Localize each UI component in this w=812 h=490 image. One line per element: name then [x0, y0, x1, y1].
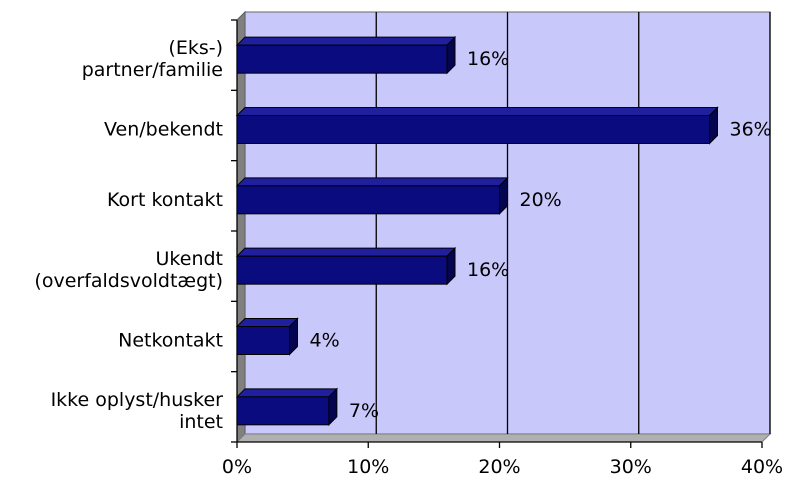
x-tick-label: 40%: [741, 456, 783, 478]
bar-data-label: 7%: [349, 400, 379, 422]
bar: [235, 35, 457, 75]
category-label: (Eks-): [168, 37, 223, 59]
category-label: partner/familie: [82, 59, 223, 81]
bar: [235, 106, 719, 145]
bar-top-face: [235, 107, 719, 116]
bar-front-face: [236, 44, 448, 74]
x-tick-label: 0%: [222, 456, 252, 478]
category-label: Ikke oplyst/husker: [51, 389, 224, 411]
category-label: Ven/bekendt: [104, 119, 223, 141]
bar-data-label: 20%: [520, 189, 562, 211]
category-label: Netkontakt: [118, 330, 223, 352]
bar-top-face: [235, 247, 457, 257]
bar-front-face: [236, 115, 710, 144]
bar-top-face: [235, 388, 339, 398]
bar: [235, 317, 299, 356]
bar: [235, 246, 457, 286]
bar-data-label: 16%: [467, 48, 509, 70]
x-tick-label: 10%: [347, 456, 389, 478]
bar: [235, 176, 509, 216]
bar-front-face: [236, 326, 290, 355]
category-label: intet: [179, 411, 223, 433]
bar-data-label: 36%: [730, 119, 772, 141]
bar-front-face: [236, 396, 330, 426]
category-label: Ukendt: [156, 248, 223, 270]
bar-top-face: [235, 318, 299, 327]
bar-data-label: 4%: [310, 330, 340, 352]
bar-front-face: [236, 185, 500, 215]
category-label: Kort kontakt: [107, 189, 223, 211]
bar: [235, 387, 339, 427]
plot-floor: [235, 433, 772, 443]
bar-front-face: [236, 255, 448, 285]
x-tick-label: 30%: [610, 456, 652, 478]
bar-top-face: [235, 177, 509, 187]
bar-data-label: 16%: [467, 259, 509, 281]
bar-top-face: [235, 36, 457, 46]
plot-side-wall: [236, 10, 246, 444]
category-label: (overfaldsvoldtægt): [34, 270, 223, 292]
x-tick-label: 20%: [478, 456, 520, 478]
